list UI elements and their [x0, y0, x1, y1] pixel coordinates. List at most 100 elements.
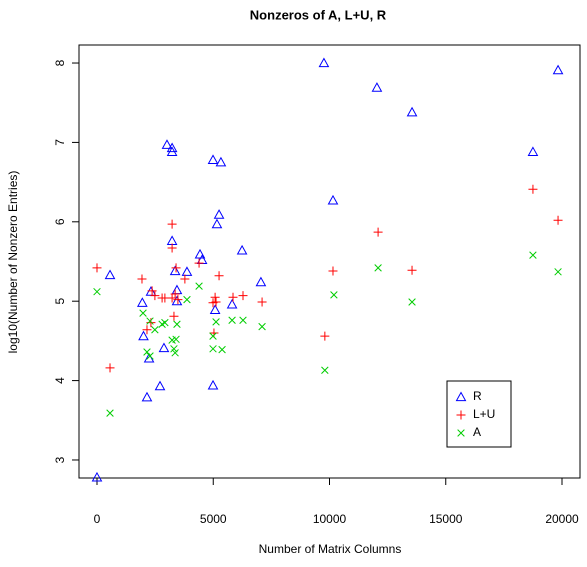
point [207, 154, 219, 164]
point [328, 266, 338, 276]
point [161, 318, 169, 327]
point [239, 316, 247, 324]
point [105, 363, 115, 373]
legend-marker [457, 429, 465, 437]
point [318, 57, 330, 68]
point [173, 320, 181, 328]
legend-marker [455, 391, 467, 402]
point [169, 311, 179, 321]
point [552, 64, 564, 75]
point [553, 215, 563, 225]
point [138, 330, 149, 341]
point [330, 291, 338, 299]
point [171, 349, 179, 357]
point [371, 82, 383, 92]
legend-label: A [473, 425, 481, 439]
point [228, 316, 236, 324]
y-tick-label: 3 [53, 456, 67, 463]
point [194, 248, 206, 259]
point [104, 269, 116, 280]
point [139, 309, 147, 317]
point [408, 298, 416, 306]
point [171, 263, 181, 273]
point [373, 227, 383, 237]
point [214, 271, 224, 281]
point [166, 142, 178, 153]
point [171, 284, 183, 295]
point [170, 289, 180, 299]
point [210, 292, 220, 302]
point [91, 471, 103, 482]
x-tick-label: 10000 [313, 512, 347, 526]
x-tick-label: 20000 [545, 512, 579, 526]
point [226, 298, 238, 309]
point [236, 244, 248, 255]
y-tick-label: 8 [53, 59, 67, 66]
point [207, 379, 219, 390]
point [173, 295, 183, 305]
point [166, 235, 178, 245]
point [529, 251, 537, 259]
point [327, 194, 339, 205]
point [211, 297, 221, 307]
y-tick-label: 7 [53, 139, 67, 146]
point [528, 184, 538, 194]
point [146, 352, 154, 360]
point [212, 318, 220, 326]
point [181, 266, 193, 276]
point [154, 380, 166, 391]
x-axis-label: Number of Matrix Columns [259, 542, 402, 556]
point [171, 295, 183, 306]
point [166, 146, 178, 157]
y-axis-label: log10(Number of Nonzero Entries) [6, 171, 20, 354]
point [211, 218, 223, 229]
point [320, 331, 330, 341]
point [93, 287, 101, 296]
legend-label: R [473, 389, 482, 403]
point [374, 264, 382, 272]
point [158, 342, 170, 353]
point [215, 156, 227, 167]
point [258, 322, 266, 331]
point [213, 209, 225, 219]
point [527, 146, 539, 157]
point [143, 348, 151, 356]
point [167, 243, 177, 253]
point [407, 265, 417, 275]
point [106, 409, 114, 417]
point [150, 291, 160, 301]
point [209, 328, 219, 338]
x-tick-label: 0 [94, 512, 101, 526]
point [172, 335, 180, 344]
chart-title: Nonzeros of A, L+U, R [250, 7, 387, 22]
point [238, 291, 248, 301]
point [141, 391, 153, 402]
point [209, 345, 217, 353]
point [321, 366, 329, 374]
point [137, 274, 147, 284]
point [228, 292, 238, 302]
point [167, 219, 177, 229]
point [554, 268, 562, 276]
y-tick-label: 4 [53, 377, 67, 384]
point [406, 106, 418, 117]
point [147, 286, 157, 296]
x-tick-label: 15000 [429, 512, 463, 526]
point [151, 326, 159, 334]
point [161, 139, 173, 149]
legend-marker [456, 410, 466, 420]
point [209, 304, 221, 315]
point [257, 297, 267, 307]
point [92, 263, 102, 273]
point [169, 265, 181, 276]
x-tick-label: 5000 [200, 512, 227, 526]
y-tick-label: 6 [53, 218, 67, 225]
point [209, 332, 217, 340]
point [142, 325, 152, 335]
point [180, 274, 190, 284]
y-tick-label: 5 [53, 298, 67, 305]
point [255, 276, 267, 287]
legend-box [446, 380, 512, 448]
point [218, 345, 226, 354]
